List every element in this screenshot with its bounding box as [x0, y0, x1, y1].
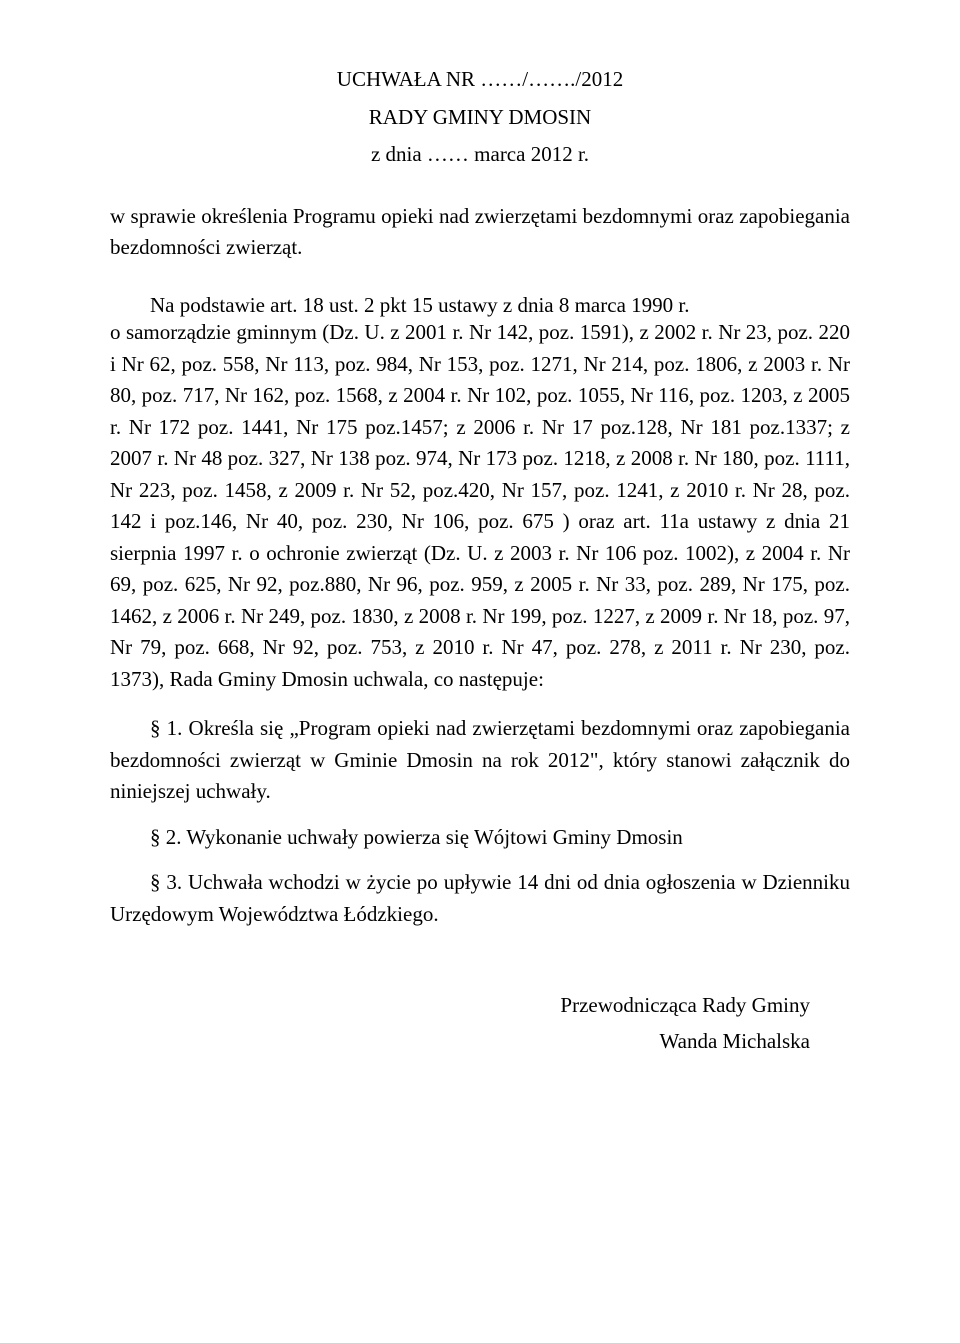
resolution-number: UCHWAŁA NR ……/……./2012 [110, 64, 850, 96]
section-2: § 2. Wykonanie uchwały powierza się Wójt… [110, 822, 850, 854]
signatory-role: Przewodnicząca Rady Gminy [110, 990, 810, 1022]
legal-basis-body: o samorządzie gminnym (Dz. U. z 2001 r. … [110, 317, 850, 695]
section-1: § 1. Określa się „Program opieki nad zwi… [110, 713, 850, 808]
signature-block: Przewodnicząca Rady Gminy Wanda Michalsk… [110, 990, 850, 1057]
subject-line: w sprawie określenia Programu opieki nad… [110, 201, 850, 264]
section-3: § 3. Uchwała wchodzi w życie po upływie … [110, 867, 850, 930]
council-name: RADY GMINY DMOSIN [110, 102, 850, 134]
resolution-date: z dnia …… marca 2012 r. [110, 139, 850, 171]
signatory-name: Wanda Michalska [110, 1026, 810, 1058]
document-page: UCHWAŁA NR ……/……./2012 RADY GMINY DMOSIN… [0, 0, 960, 1343]
